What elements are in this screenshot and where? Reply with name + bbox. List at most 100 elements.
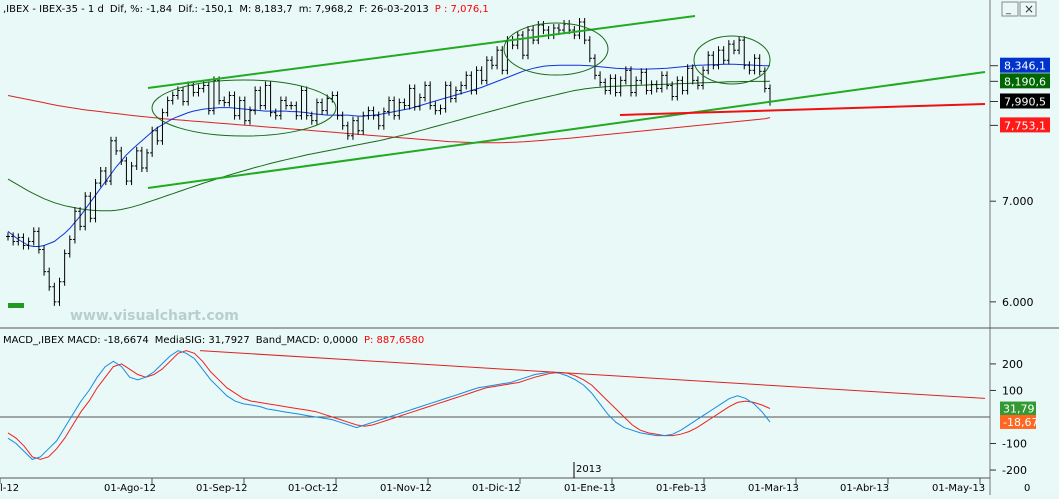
price-bar — [211, 76, 216, 115]
price-bar — [670, 81, 675, 101]
price-bar — [453, 86, 458, 103]
price-bar — [119, 146, 124, 165]
price-bar — [340, 111, 345, 130]
price-bar — [417, 93, 422, 111]
price-bar — [16, 233, 21, 246]
price-panel-header: ,IBEX - IBEX-35 - 1 d Dif, %: -1,84 Dif.: … — [3, 4, 489, 15]
price-bar — [232, 91, 237, 120]
price-bar — [428, 81, 433, 110]
price-bar — [556, 24, 561, 35]
price-bar — [541, 21, 546, 35]
price-bar — [103, 166, 108, 186]
x-tick-label: 01-Nov-12 — [380, 483, 432, 494]
price-bar — [412, 84, 417, 111]
price-bar — [62, 249, 67, 286]
macd-panel-header: MACD_,IBEX MACD: -18,6674 MediaSIG: 31,79… — [3, 335, 424, 346]
price-bar — [309, 111, 314, 125]
price-bar — [716, 46, 721, 70]
price-bar — [531, 26, 536, 45]
price-bar — [628, 66, 633, 97]
price-bar — [52, 282, 57, 306]
price-bar — [237, 96, 242, 120]
price-bar — [253, 86, 258, 115]
price-bar — [644, 68, 649, 95]
price-bar — [701, 66, 706, 90]
macd-tick-label: 200 — [1002, 358, 1023, 371]
price-bar — [196, 84, 201, 97]
price-bar — [36, 227, 41, 254]
price-bar — [587, 36, 592, 63]
price-bar — [639, 68, 644, 85]
price-bar — [361, 111, 366, 135]
price-bar — [376, 111, 381, 130]
price-bar — [6, 232, 10, 241]
price-bar — [129, 161, 134, 186]
price-bar — [448, 81, 453, 103]
x-tick-label: 01-Dic-12 — [472, 483, 521, 494]
price-bar — [263, 81, 268, 110]
price-bar — [592, 54, 597, 80]
x-tick-label: 01-Ago-12 — [104, 483, 156, 494]
price-bar — [731, 40, 736, 55]
price-bar — [469, 71, 474, 95]
price-bar — [320, 98, 325, 115]
price-bar — [623, 66, 628, 85]
price-bar — [268, 81, 273, 117]
macd-signal-line — [7, 350, 771, 460]
x-tick-label: 01-Ene-13 — [564, 483, 615, 494]
macd-tick-label: 100 — [1002, 384, 1023, 397]
price-bar — [489, 56, 494, 70]
price-bar — [284, 96, 289, 110]
x-tick-label: 01-Abr-13 — [840, 483, 889, 494]
price-bar — [387, 96, 391, 116]
price-bar — [464, 71, 469, 90]
price-tag-label: 8,190,6 — [1004, 75, 1046, 88]
price-tag-label: 7,990,5 — [1004, 95, 1046, 108]
price-bar — [695, 76, 700, 90]
macd-line — [7, 350, 771, 460]
price-bar — [345, 121, 350, 140]
price-bar — [114, 136, 119, 155]
price-bar — [278, 96, 283, 120]
minimize-button[interactable]: _ — [1001, 1, 1019, 17]
x-tick-label: 01-Mar-13 — [748, 483, 799, 494]
macd-tick-label: -200 — [1002, 464, 1027, 477]
x-tick-label: 01-Sep-12 — [196, 483, 248, 494]
price-bar — [433, 101, 438, 115]
price-bar — [26, 237, 31, 250]
price-bar — [495, 46, 500, 70]
price-bar — [371, 106, 376, 120]
price-bar — [675, 76, 680, 101]
price-bar — [160, 108, 165, 145]
price-bar — [72, 207, 77, 244]
volume-marker — [8, 303, 24, 308]
price-bar — [608, 74, 613, 95]
close-button[interactable]: × — [1019, 1, 1037, 17]
price-bar — [690, 64, 695, 85]
price-bar — [598, 71, 603, 87]
price-bar — [438, 104, 443, 115]
price-bar — [273, 108, 278, 120]
watermark: www.visualchart.com — [70, 308, 239, 324]
ma-green-line — [7, 80, 771, 212]
price-bar — [145, 148, 150, 173]
macd-tag — [1000, 401, 1036, 416]
price-bar — [577, 17, 582, 40]
macd-layer — [0, 350, 990, 460]
price-bar — [484, 56, 489, 85]
macd-tag — [1000, 414, 1036, 429]
price-bar — [294, 101, 299, 120]
price-bar — [227, 91, 232, 107]
price-bar — [680, 76, 685, 95]
x-tick-label: 01-Feb-13 — [656, 483, 706, 494]
price-bar — [150, 126, 155, 157]
minimize-icon: _ — [1005, 4, 1012, 15]
price-bar — [500, 46, 505, 75]
highlight-ellipse — [693, 35, 771, 85]
price-bar — [289, 101, 294, 110]
macd-tag-label: 31,79 — [1003, 403, 1035, 416]
price-tag — [1000, 73, 1050, 89]
lower-channel-line — [147, 71, 986, 189]
price-bar — [659, 71, 664, 93]
